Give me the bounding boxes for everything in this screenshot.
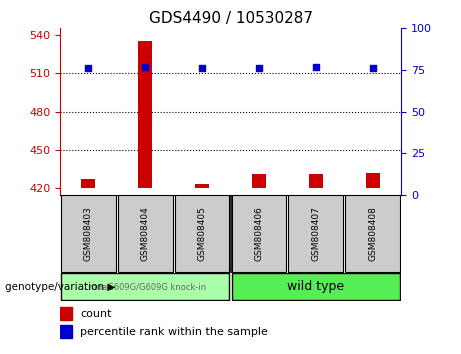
Text: GSM808405: GSM808405 — [198, 206, 207, 261]
Text: percentile rank within the sample: percentile rank within the sample — [80, 327, 268, 337]
Title: GDS4490 / 10530287: GDS4490 / 10530287 — [148, 11, 313, 26]
Bar — [252, 174, 266, 188]
Text: LmnaG609G/G609G knock-in: LmnaG609G/G609G knock-in — [84, 282, 206, 291]
Point — [198, 65, 206, 71]
FancyBboxPatch shape — [118, 195, 172, 272]
Bar — [195, 184, 209, 188]
Point — [142, 64, 149, 69]
FancyBboxPatch shape — [345, 195, 400, 272]
Text: wild type: wild type — [287, 280, 344, 293]
Bar — [81, 179, 95, 188]
Bar — [366, 173, 380, 188]
Bar — [60, 325, 72, 338]
FancyBboxPatch shape — [231, 195, 286, 272]
Text: GSM808408: GSM808408 — [368, 206, 377, 261]
Bar — [60, 307, 72, 320]
FancyBboxPatch shape — [175, 195, 230, 272]
Text: GSM808406: GSM808406 — [254, 206, 263, 261]
Point — [255, 65, 263, 71]
Bar — [309, 174, 323, 188]
Text: GSM808404: GSM808404 — [141, 206, 150, 261]
Text: genotype/variation ▶: genotype/variation ▶ — [5, 282, 115, 292]
Point — [85, 65, 92, 71]
Text: count: count — [80, 309, 112, 319]
Text: GSM808403: GSM808403 — [84, 206, 93, 261]
FancyBboxPatch shape — [61, 273, 230, 300]
Point — [369, 65, 376, 71]
FancyBboxPatch shape — [289, 195, 343, 272]
FancyBboxPatch shape — [231, 273, 400, 300]
Bar — [138, 41, 152, 188]
FancyBboxPatch shape — [61, 195, 116, 272]
Text: GSM808407: GSM808407 — [311, 206, 320, 261]
Point — [312, 64, 319, 69]
